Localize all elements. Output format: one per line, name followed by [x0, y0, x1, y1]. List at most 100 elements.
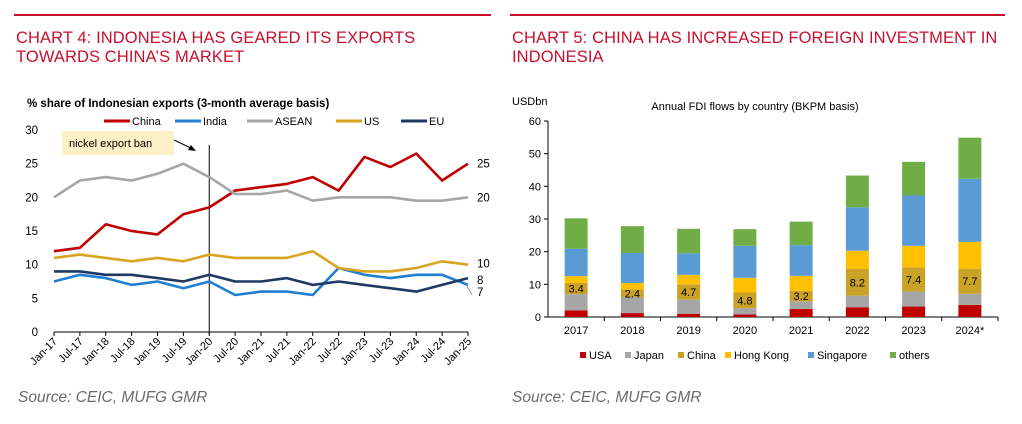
chart4-subtitle: % share of Indonesian exports (3-month a…: [27, 98, 329, 110]
annotation-arrowhead: [188, 145, 196, 151]
bar-segment-japan: [620, 297, 644, 314]
y-tick-label: 50: [529, 149, 541, 161]
x-tick-label: 2017: [564, 325, 588, 337]
bar-segment-china: [620, 289, 644, 298]
data-label-china: 7.7: [962, 276, 977, 288]
bar-segment-japan: [733, 308, 757, 315]
x-tick-label: Jan-18: [80, 336, 112, 368]
end-label-eu: 8: [477, 275, 483, 287]
india-leader-line: [465, 284, 473, 296]
series-line-india: [53, 266, 469, 297]
legend-label-singapore: Singapore: [817, 350, 867, 362]
chart4-title: CHART 4: INDONESIA HAS GEARED ITS EXPORT…: [16, 29, 416, 66]
x-tick-label: Jan-21: [235, 336, 267, 368]
end-label-india: 7: [477, 287, 483, 299]
data-label-china: 4.7: [681, 287, 696, 299]
bar-segment-usa: [733, 314, 757, 317]
y-axis-title: USDbn: [512, 96, 547, 108]
bar-segment-hong-kong: [564, 276, 588, 284]
data-label-china: 8.2: [850, 277, 865, 289]
data-label-china: 3.2: [793, 291, 808, 303]
bar-segment-singapore: [789, 245, 813, 276]
chart4-top-rule: [14, 14, 491, 16]
y-tick-label: 10: [25, 260, 38, 272]
bar-segment-china: [958, 268, 982, 294]
x-tick-label: 2019: [676, 325, 700, 337]
legend-swatch-others: [890, 352, 896, 358]
bar-segment-others: [845, 175, 869, 208]
legend-label-us: US: [364, 116, 379, 128]
bar-segment-china: [677, 284, 701, 300]
legend-label-hong-kong: Hong Kong: [734, 350, 789, 362]
x-tick-label: 2021: [789, 325, 813, 337]
series-line-china: [53, 152, 469, 253]
chart4-panel: CHART 4: INDONESIA HAS GEARED ITS EXPORT…: [0, 0, 505, 424]
bar-segment-japan: [845, 295, 869, 308]
y-tick-label: 60: [529, 116, 541, 128]
bar-segment-singapore: [564, 248, 588, 277]
x-tick-label: 2020: [733, 325, 757, 337]
bar-segment-hong-kong: [620, 283, 644, 290]
legend-swatch-usa: [580, 352, 586, 358]
bar-segment-singapore: [958, 178, 982, 242]
end-label-china: 25: [477, 159, 490, 171]
bar-segment-usa: [620, 313, 644, 317]
bar-segment-hong-kong: [958, 241, 982, 269]
y-tick-label: 30: [25, 125, 38, 137]
legend-swatch-hong-kong: [725, 352, 731, 358]
bar-segment-singapore: [733, 245, 757, 278]
bar-segment-usa: [958, 304, 982, 317]
chart5-source: Source: CEIC, MUFG GMR: [512, 389, 702, 406]
chart5-title: CHART 5: CHINA HAS INCREASED FOREIGN INV…: [512, 29, 998, 66]
bar-segment-others: [902, 161, 926, 196]
bar-segment-singapore: [620, 252, 644, 284]
y-tick-label: 5: [32, 293, 38, 305]
x-tick-label: 2023: [901, 325, 925, 337]
bar-segment-usa: [677, 313, 701, 317]
bar-segment-others: [620, 226, 644, 253]
legend-label-china: China: [687, 350, 717, 362]
bar-segment-china: [733, 292, 757, 309]
x-tick-label: Jan-25: [442, 336, 474, 368]
bar-segment-others: [733, 229, 757, 246]
legend-label-eu: EU: [429, 116, 444, 128]
bar-segment-hong-kong: [789, 275, 813, 291]
data-label-china: 7.4: [906, 274, 921, 286]
data-label-china: 2.4: [625, 288, 640, 300]
bar-segment-singapore: [902, 195, 926, 246]
bar-segment-china: [789, 290, 813, 302]
legend-swatch-japan: [625, 352, 631, 358]
bar-segment-china: [564, 283, 588, 295]
data-label-china: 4.8: [737, 295, 752, 307]
bar-chart: USDbn Annual FDI flows by country (BKPM b…: [512, 96, 999, 362]
bar-segment-china: [845, 268, 869, 296]
annotation-text: nickel export ban: [69, 138, 152, 150]
bar-segment-singapore: [845, 207, 869, 251]
bar-segment-japan: [902, 291, 926, 307]
bar-segment-others: [958, 137, 982, 179]
bar-segment-usa: [789, 308, 813, 317]
bar-segment-others: [564, 218, 588, 249]
legend-label-japan: Japan: [634, 350, 664, 362]
legend-swatch-china: [678, 352, 684, 358]
x-tick-label: 2024*: [955, 325, 984, 337]
bar-segment-usa: [902, 306, 926, 317]
bar-segment-singapore: [677, 253, 701, 275]
bar-segment-japan: [677, 299, 701, 314]
y-tick-label: 15: [25, 226, 38, 238]
data-label-china: 3.4: [568, 284, 583, 296]
bar-segment-usa: [564, 310, 588, 317]
series-line-asean: [53, 162, 469, 202]
end-label-us: 10: [477, 259, 490, 271]
y-tick-label: 25: [25, 159, 38, 171]
y-tick-label: 40: [529, 181, 541, 193]
y-tick-label: 0: [32, 327, 38, 339]
y-tick-label: 20: [529, 247, 541, 259]
legend-label-china: China: [132, 116, 162, 128]
chart5-panel: CHART 5: CHINA HAS INCREASED FOREIGN INV…: [510, 0, 1022, 424]
end-label-asean: 20: [477, 192, 490, 204]
legend-label-asean: ASEAN: [275, 116, 312, 128]
line-chart: % share of Indonesian exports (3-month a…: [25, 98, 490, 368]
bar-segment-usa: [845, 307, 869, 317]
x-tick-label: Jan-22: [287, 336, 319, 368]
